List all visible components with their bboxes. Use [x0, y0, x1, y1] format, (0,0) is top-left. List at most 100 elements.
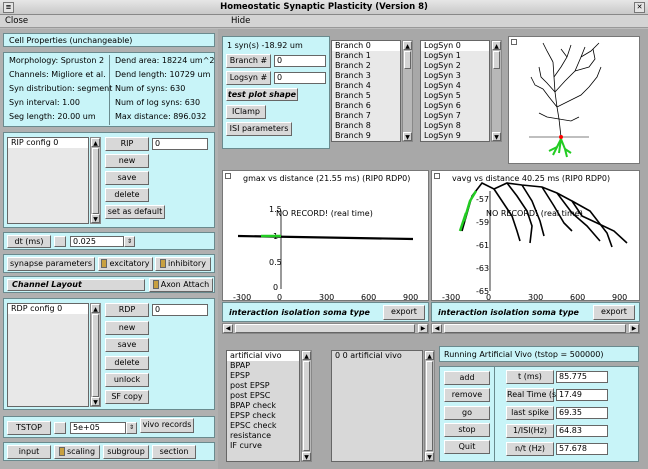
plot1-export-button[interactable]: export: [383, 305, 425, 320]
scroll-right-icon[interactable]: ▶: [629, 324, 639, 333]
isi-hz-button[interactable]: 1/ISI(Hz): [506, 424, 554, 438]
add-button[interactable]: add: [444, 371, 490, 385]
tstop-field[interactable]: 5e+05: [70, 422, 126, 434]
dt-field[interactable]: 0.025: [70, 236, 124, 247]
scroll-up-icon[interactable]: ▲: [91, 304, 100, 313]
scroll-thumb[interactable]: [426, 361, 433, 451]
section-button[interactable]: section: [152, 445, 196, 459]
plot-menu-box[interactable]: [511, 39, 517, 45]
list-item[interactable]: LogSyn 6: [424, 101, 461, 110]
scroll-down-icon[interactable]: ▼: [425, 452, 434, 461]
rdp-unlock-button[interactable]: unlock: [105, 373, 149, 387]
list-item[interactable]: LogSyn 1: [424, 51, 461, 60]
logsyn-list[interactable]: LogSyn 0 LogSyn 1 LogSyn 2 LogSyn 3 LogSyn 4…: [420, 40, 490, 142]
tstop-toggle[interactable]: [54, 422, 66, 434]
scroll-down-icon[interactable]: ▼: [403, 132, 412, 141]
last-spike-field[interactable]: 69.35: [556, 407, 608, 419]
list-item[interactable]: LogSyn 7: [424, 111, 461, 120]
list-item[interactable]: Branch 9: [335, 131, 371, 140]
input-button[interactable]: input: [7, 445, 51, 459]
scroll-right-icon[interactable]: ▶: [418, 324, 428, 333]
list-item[interactable]: Branch 2: [335, 61, 371, 70]
close-window-icon[interactable]: ✕: [634, 2, 645, 13]
plot1-hscrollbar[interactable]: ◀ ▶: [222, 323, 429, 334]
list-item[interactable]: LogSyn 0: [421, 41, 489, 51]
list-item[interactable]: Branch 1: [335, 51, 371, 60]
inhibitory-checkbox[interactable]: inhibitory: [155, 257, 211, 271]
dt-toggle[interactable]: [54, 236, 66, 247]
list-item[interactable]: post EPSP: [230, 381, 270, 390]
isi-parameters-button[interactable]: ISI parameters: [226, 122, 292, 136]
plot-menu-box[interactable]: [434, 173, 440, 179]
branch-scrollbar[interactable]: ▲ ▼: [402, 40, 413, 142]
isi-hz-field[interactable]: 64.83: [556, 425, 608, 437]
real-time-field[interactable]: 17.49: [556, 389, 608, 401]
scaling-checkbox[interactable]: scaling: [54, 445, 100, 459]
list-item[interactable]: EPSP: [230, 371, 250, 380]
plot1-menu-items[interactable]: interaction isolation soma type: [229, 308, 370, 317]
rip-config-list[interactable]: RIP config 0: [7, 137, 89, 224]
real-time-button[interactable]: Real Time (s): [506, 388, 559, 402]
nt-hz-field[interactable]: 57.678: [556, 443, 608, 455]
vivo-records-button[interactable]: vivo records: [140, 418, 194, 433]
rdp-config-list[interactable]: RDP config 0: [7, 303, 89, 407]
scroll-down-icon[interactable]: ▼: [91, 397, 100, 406]
rip-delete-button[interactable]: delete: [105, 188, 149, 202]
t-ms-field[interactable]: 85.775: [556, 371, 608, 383]
synapse-parameters-button[interactable]: synapse parameters: [7, 257, 95, 271]
scroll-thumb[interactable]: [444, 324, 626, 333]
plot-menu-box[interactable]: [225, 173, 231, 179]
dt-spinner-icon[interactable]: ⇕: [124, 236, 135, 247]
rip-value-field[interactable]: 0: [152, 138, 208, 150]
scroll-up-icon[interactable]: ▲: [91, 138, 100, 147]
protocol-scrollbar[interactable]: ▲ ▼: [301, 350, 312, 462]
rdp-button[interactable]: RDP: [105, 303, 149, 317]
rip-save-button[interactable]: save: [105, 171, 149, 185]
list-item[interactable]: Branch 0: [332, 41, 400, 51]
list-item[interactable]: EPSC check: [230, 421, 277, 430]
protocol-list[interactable]: artificial vivo BPAP EPSP post EPSP post EPS…: [226, 350, 300, 462]
list-item[interactable]: LogSyn 8: [424, 121, 461, 130]
scroll-up-icon[interactable]: ▲: [425, 351, 434, 360]
list-item[interactable]: LogSyn 2: [424, 61, 461, 70]
selected-protocol-scrollbar[interactable]: ▲ ▼: [424, 350, 435, 462]
go-button[interactable]: go: [444, 406, 490, 420]
list-item[interactable]: IF curve: [230, 441, 262, 450]
list-item[interactable]: LogSyn 4: [424, 81, 461, 90]
menu-hide[interactable]: Hide: [231, 16, 251, 26]
dt-button[interactable]: dt (ms): [7, 235, 51, 248]
scroll-thumb[interactable]: [493, 51, 500, 69]
list-item[interactable]: resistance: [230, 431, 272, 440]
tstop-button[interactable]: TSTOP: [7, 421, 51, 435]
gmax-plot[interactable]: gmax vs distance (21.55 ms) (RIP0 RDP0) …: [222, 170, 429, 302]
menu-close[interactable]: Close: [5, 16, 29, 26]
stop-button[interactable]: stop: [444, 423, 490, 437]
channel-layout-button[interactable]: Channel Layout: [7, 279, 145, 291]
list-item[interactable]: Branch 5: [335, 91, 371, 100]
scroll-thumb[interactable]: [404, 51, 411, 69]
scroll-left-icon[interactable]: ◀: [432, 324, 442, 333]
list-item[interactable]: Branch 8: [335, 121, 371, 130]
scroll-up-icon[interactable]: ▲: [302, 351, 311, 360]
list-item[interactable]: RDP config 0: [8, 304, 88, 314]
nt-hz-button[interactable]: n/t (Hz): [506, 442, 554, 456]
scroll-up-icon[interactable]: ▲: [492, 41, 501, 50]
subgroup-button[interactable]: subgroup: [103, 445, 149, 459]
list-item[interactable]: artificial vivo: [227, 351, 299, 361]
rip-set-default-button[interactable]: set as default: [105, 205, 165, 219]
test-plot-shape-button[interactable]: test plot shape: [226, 88, 298, 101]
branch-button[interactable]: Branch #: [226, 54, 271, 68]
list-item[interactable]: post EPSC: [230, 391, 271, 400]
rdp-delete-button[interactable]: delete: [105, 356, 149, 370]
rdp-save-button[interactable]: save: [105, 338, 149, 352]
list-item[interactable]: Branch 4: [335, 81, 371, 90]
list-item[interactable]: Branch 7: [335, 111, 371, 120]
rdp-sf-copy-button[interactable]: SF copy: [105, 390, 149, 404]
rip-new-button[interactable]: new: [105, 154, 149, 168]
remove-button[interactable]: remove: [444, 388, 490, 402]
scroll-thumb[interactable]: [92, 148, 99, 214]
iclamp-button[interactable]: IClamp: [226, 105, 266, 119]
rip-scrollbar[interactable]: ▲ ▼: [90, 137, 101, 224]
rdp-new-button[interactable]: new: [105, 321, 149, 335]
list-item[interactable]: LogSyn 5: [424, 91, 461, 100]
